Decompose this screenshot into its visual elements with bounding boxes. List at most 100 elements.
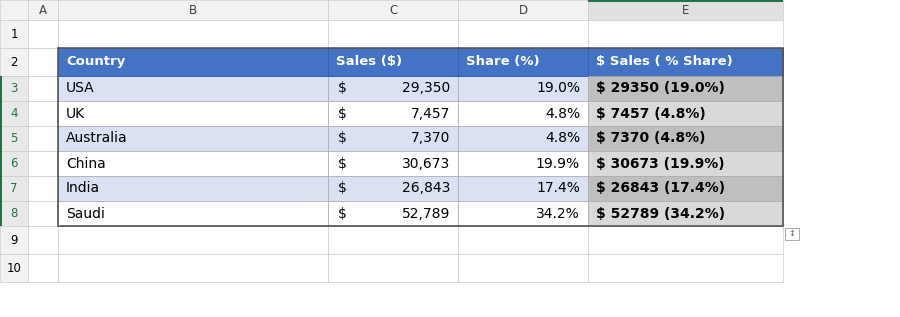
Text: $ 7457 (4.8%): $ 7457 (4.8%)	[596, 107, 706, 120]
Bar	[0, 20, 28, 48]
Bar	[588, 101, 783, 126]
Text: 26,843: 26,843	[401, 182, 450, 196]
Bar	[588, 254, 783, 282]
Bar	[28, 201, 58, 226]
Bar	[28, 254, 58, 282]
Text: India: India	[66, 182, 100, 196]
Bar	[785, 228, 799, 240]
Text: $: $	[338, 81, 346, 95]
Bar	[588, 176, 783, 201]
Bar	[458, 126, 588, 151]
Text: 1: 1	[10, 28, 18, 41]
Text: 7: 7	[10, 182, 18, 195]
Bar	[58, 176, 328, 201]
Text: A: A	[39, 3, 47, 16]
Text: 9: 9	[10, 234, 18, 247]
Text: $: $	[338, 206, 346, 221]
Bar	[0, 126, 2, 151]
Bar	[58, 254, 328, 282]
Text: 7,370: 7,370	[410, 132, 450, 146]
Bar	[28, 20, 58, 48]
Text: 2: 2	[10, 55, 18, 68]
Bar	[0, 201, 28, 226]
Bar	[0, 126, 28, 151]
Text: 3: 3	[10, 82, 18, 95]
Bar	[0, 151, 28, 176]
Text: 17.4%: 17.4%	[536, 182, 580, 196]
Text: $: $	[338, 132, 346, 146]
Bar	[328, 20, 458, 48]
Bar	[28, 126, 58, 151]
Bar	[58, 151, 328, 176]
Bar	[28, 176, 58, 201]
Text: Share (%): Share (%)	[466, 55, 540, 68]
Bar	[0, 76, 28, 101]
Text: 30,673: 30,673	[401, 157, 450, 171]
Text: 4.8%: 4.8%	[544, 132, 580, 146]
Text: 6: 6	[10, 157, 18, 170]
Bar	[0, 101, 2, 126]
Bar	[58, 226, 328, 254]
Bar	[328, 151, 458, 176]
Bar	[458, 151, 588, 176]
Bar	[58, 0, 328, 20]
Text: $ Sales ( % Share): $ Sales ( % Share)	[596, 55, 733, 68]
Text: $ 26843 (17.4%): $ 26843 (17.4%)	[596, 182, 725, 196]
Bar	[328, 101, 458, 126]
Bar	[458, 254, 588, 282]
Bar	[28, 0, 58, 20]
Bar	[0, 0, 28, 20]
Text: 7,457: 7,457	[410, 107, 450, 120]
Text: 52,789: 52,789	[401, 206, 450, 221]
Text: $ 52789 (34.2%): $ 52789 (34.2%)	[596, 206, 725, 221]
Bar	[0, 226, 28, 254]
Bar	[458, 176, 588, 201]
Text: $: $	[338, 157, 346, 171]
Text: E: E	[682, 3, 689, 16]
Bar	[588, 0, 783, 2]
Bar	[58, 48, 328, 76]
Bar	[588, 48, 783, 76]
Text: D: D	[518, 3, 527, 16]
Bar	[58, 126, 328, 151]
Bar	[0, 151, 2, 176]
Text: 19.9%: 19.9%	[536, 157, 580, 171]
Bar	[0, 176, 28, 201]
Bar	[58, 76, 328, 101]
Text: 4.8%: 4.8%	[544, 107, 580, 120]
Bar	[58, 48, 783, 226]
Bar	[58, 201, 328, 226]
Text: 8: 8	[10, 207, 18, 220]
Text: Saudi: Saudi	[66, 206, 105, 221]
Bar	[328, 254, 458, 282]
Bar	[0, 101, 28, 126]
Bar	[28, 48, 58, 76]
Text: ↕: ↕	[788, 230, 796, 238]
Bar	[458, 0, 588, 20]
Bar	[588, 226, 783, 254]
Bar	[588, 126, 783, 151]
Bar	[328, 48, 458, 76]
Bar	[458, 20, 588, 48]
Text: Australia: Australia	[66, 132, 128, 146]
Text: USA: USA	[66, 81, 94, 95]
Bar	[588, 76, 783, 101]
Bar	[458, 76, 588, 101]
Bar	[458, 201, 588, 226]
Bar	[328, 201, 458, 226]
Text: $ 7370 (4.8%): $ 7370 (4.8%)	[596, 132, 706, 146]
Text: Sales ($): Sales ($)	[336, 55, 402, 68]
Text: 19.0%: 19.0%	[536, 81, 580, 95]
Bar	[28, 151, 58, 176]
Text: 4: 4	[10, 107, 18, 120]
Text: Country: Country	[66, 55, 125, 68]
Bar	[458, 48, 588, 76]
Bar	[328, 226, 458, 254]
Text: B: B	[189, 3, 197, 16]
Text: China: China	[66, 157, 106, 171]
Text: $ 29350 (19.0%): $ 29350 (19.0%)	[596, 81, 725, 95]
Bar	[58, 20, 328, 48]
Bar	[588, 20, 783, 48]
Bar	[0, 201, 2, 226]
Bar	[28, 76, 58, 101]
